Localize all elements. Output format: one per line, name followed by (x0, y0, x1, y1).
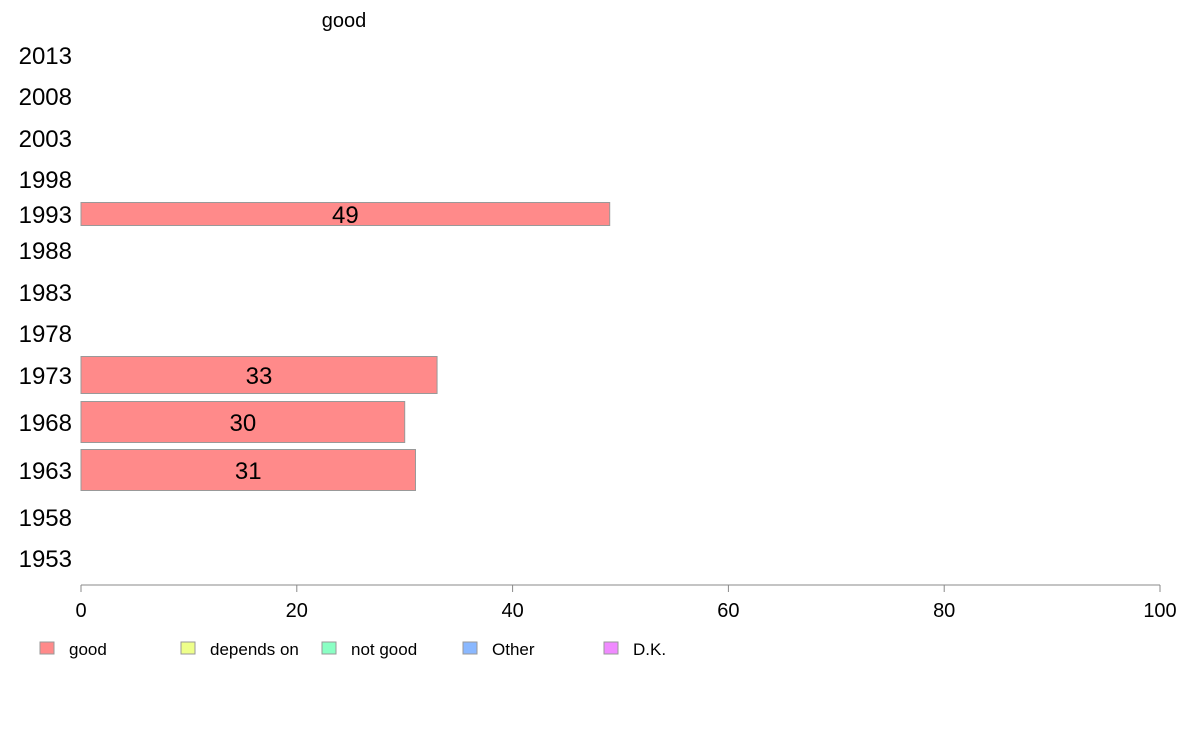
y-tick-label: 1968 (19, 410, 72, 437)
y-tick-label: 1953 (19, 546, 72, 573)
x-axis: 0 20 40 60 80 100 (75, 584, 1177, 622)
y-tick-label: 1993 (19, 202, 72, 229)
legend-label: depends on (210, 640, 299, 659)
y-tick-label: 2003 (19, 126, 72, 153)
legend: good depends on not good Other D.K. (39, 640, 666, 659)
bar (80, 401, 406, 443)
data-label: 49 (332, 202, 359, 229)
legend-swatch (180, 641, 196, 655)
y-tick-label: 1988 (19, 238, 72, 265)
bar (80, 356, 438, 394)
data-label: 33 (246, 363, 273, 390)
legend-swatch (39, 641, 55, 655)
x-tick-label: 60 (717, 600, 739, 622)
legend-swatch (603, 641, 619, 655)
bar (80, 449, 416, 491)
y-tick-label: 2008 (19, 84, 72, 111)
y-axis-labels: 1953 1958 1963 1968 1973 1978 1983 1988 1993 1998… (19, 43, 72, 573)
bars: 31 30 33 49 (80, 202, 611, 491)
legend-swatch (462, 641, 478, 655)
data-label: 30 (229, 410, 256, 437)
y-tick-label: 1978 (19, 321, 72, 348)
legend-label: not good (351, 640, 417, 659)
legend-label: D.K. (633, 640, 666, 659)
x-tick-label: 40 (501, 600, 523, 622)
data-label: 31 (235, 458, 262, 485)
x-tick-label: 20 (286, 600, 308, 622)
y-tick-label: 1983 (19, 280, 72, 307)
chart-title: good (322, 10, 367, 32)
legend-label: good (69, 640, 107, 659)
legend-label: Other (492, 640, 535, 659)
y-tick-label: 1963 (19, 458, 72, 485)
x-tick-label: 0 (75, 600, 86, 622)
y-tick-label: 1958 (19, 505, 72, 532)
bar (80, 202, 611, 226)
legend-swatch (321, 641, 337, 655)
y-tick-label: 1973 (19, 363, 72, 390)
x-tick-label: 100 (1143, 600, 1176, 622)
x-tick-label: 80 (933, 600, 955, 622)
y-tick-label: 1998 (19, 167, 72, 194)
y-tick-label: 2013 (19, 43, 72, 70)
